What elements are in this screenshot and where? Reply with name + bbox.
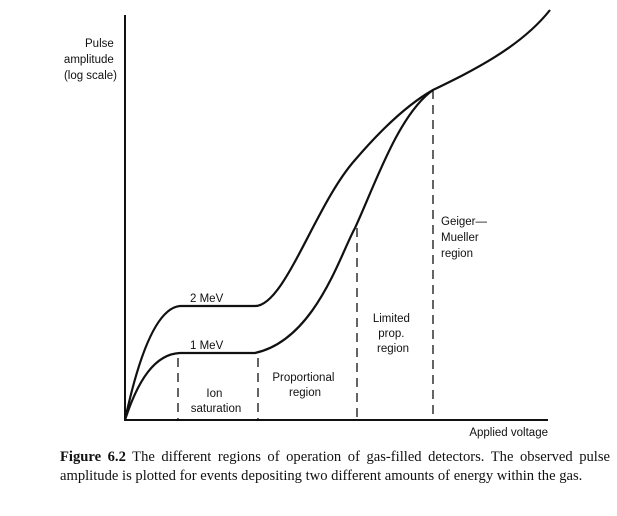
gas-detector-regions-diagram: Pulse amplitude (log scale) Applied volt… <box>64 9 551 439</box>
curve-2mev <box>123 9 551 421</box>
y-axis-label: Pulse amplitude (log scale) <box>64 38 117 82</box>
figure-caption: Figure 6.2 The different regions of oper… <box>60 448 610 486</box>
x-axis-label: Applied voltage <box>469 427 548 439</box>
region-label-limited-prop: Limited prop. region <box>373 313 413 355</box>
region-label-proportional: Proportional region <box>272 372 337 399</box>
curve-label-1mev: 1 MeV <box>190 340 224 352</box>
caption-figure-number: Figure 6.2 <box>60 449 126 465</box>
region-label-ion-saturation: Ion saturation <box>191 388 242 415</box>
curve-1mev <box>123 89 434 421</box>
curve-label-2mev: 2 MeV <box>190 293 224 305</box>
caption-text: The different regions of operation of ga… <box>60 449 611 484</box>
region-label-geiger-mueller: Geiger— Mueller region <box>441 216 490 260</box>
